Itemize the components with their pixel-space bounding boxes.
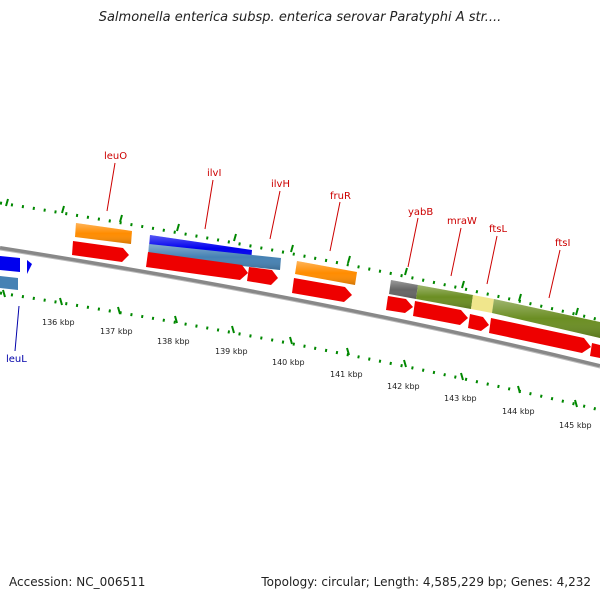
gene-label-ilvI[interactable]: ilvI: [207, 168, 221, 179]
gene-label-fruR[interactable]: fruR: [330, 191, 351, 202]
ruler-label-143: 143 kbp: [444, 394, 477, 403]
leuL-feature[interactable]: [0, 256, 32, 290]
gene-labels: leuO ilvI ilvH fruR yabB mraW ftsL ftsI …: [6, 151, 570, 365]
cds-arrow-ilvH[interactable]: [247, 267, 278, 285]
cds-arrow-mraW[interactable]: [413, 301, 468, 325]
cds-arrow-yabB[interactable]: [386, 296, 413, 313]
cds-arrow-next[interactable]: [590, 343, 600, 358]
gene-label-ilvH[interactable]: ilvH: [271, 179, 290, 190]
accession-label: Accession: NC_006511: [9, 575, 146, 589]
gene-label-leuL[interactable]: leuL: [6, 354, 27, 365]
ruler-label-138: 138 kbp: [157, 337, 190, 346]
gene-label-ftsL[interactable]: ftsL: [489, 224, 507, 235]
ruler-label-144: 144 kbp: [502, 407, 535, 416]
leuO-feature[interactable]: [75, 223, 132, 244]
ftsI-feature[interactable]: [492, 299, 600, 338]
cds-arrow-ilvI[interactable]: [146, 252, 248, 280]
ruler-label-145: 145 kbp: [559, 421, 592, 430]
yabB-feature[interactable]: [389, 280, 418, 299]
mraW-feature[interactable]: [416, 285, 473, 309]
inner-tick-arc: [0, 289, 600, 412]
gene-label-mraW[interactable]: mraW: [447, 216, 477, 227]
cds-arrow-fruR[interactable]: [292, 278, 352, 302]
ruler-label-141: 141 kbp: [330, 370, 363, 379]
cds-arrow-ftsI[interactable]: [489, 318, 591, 353]
cds-arrow-leuO[interactable]: [72, 241, 129, 262]
gene-label-yabB[interactable]: yabB: [408, 207, 433, 218]
outer-tick-arc: [0, 198, 600, 322]
ftsL-feature[interactable]: [471, 295, 494, 313]
ruler-label-140: 140 kbp: [272, 358, 305, 367]
cds-arrows: [72, 241, 600, 358]
gene-label-leuO[interactable]: leuO: [104, 151, 127, 162]
backbone: [0, 246, 600, 369]
genome-summary: Topology: circular; Length: 4,585,229 bp…: [261, 575, 591, 589]
ilvH-feature[interactable]: [148, 244, 281, 270]
ruler-label-136: 136 kbp: [42, 318, 75, 327]
fruR-feature[interactable]: [295, 261, 357, 285]
gene-label-ftsI[interactable]: ftsI: [555, 238, 570, 249]
map-title: Salmonella enterica subsp. enterica sero…: [98, 10, 502, 25]
cds-arrow-ftsL[interactable]: [468, 314, 489, 331]
ruler-labels: 136 kbp 137 kbp 138 kbp 139 kbp 140 kbp …: [42, 318, 592, 430]
ruler-label-139: 139 kbp: [215, 347, 248, 356]
ruler-label-142: 142 kbp: [387, 382, 420, 391]
ruler-label-137: 137 kbp: [100, 327, 133, 336]
label-leaders: [14, 162, 561, 352]
